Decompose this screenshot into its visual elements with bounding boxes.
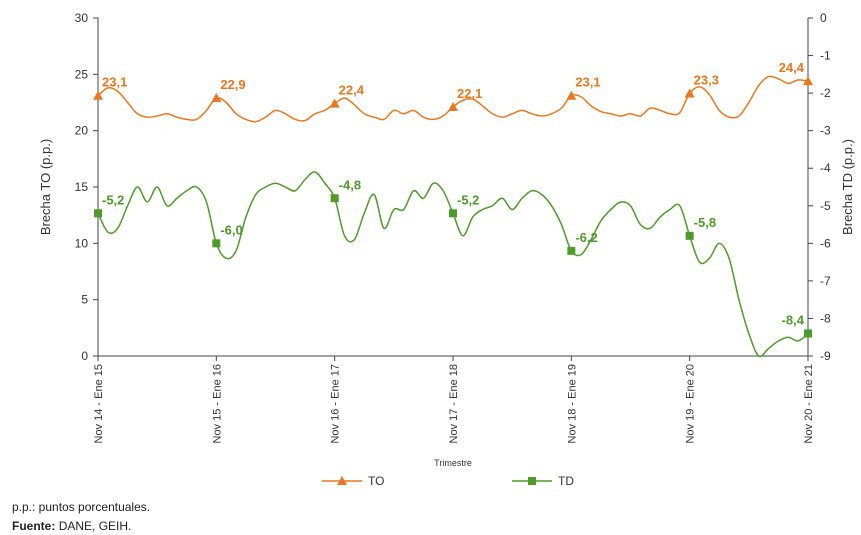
y2-tick-label: -3 (820, 124, 831, 138)
data-label: -5,8 (694, 215, 716, 230)
y2-tick-label: -5 (820, 199, 831, 213)
y-tick-label: 0 (81, 349, 88, 363)
legend-label: TD (558, 474, 574, 488)
y2-tick-label: 0 (820, 11, 827, 25)
y2-tick-label: -2 (820, 86, 831, 100)
x-tick-label: Nov 16 - Ene 17 (330, 364, 342, 444)
marker (337, 476, 347, 485)
y2-tick-label: -9 (820, 349, 831, 363)
data-label: -5,2 (102, 192, 124, 207)
x-tick-label: Nov 19 - Ene 20 (685, 364, 697, 444)
x-axis-label: Trimestre (434, 458, 472, 468)
y-tick-label: 20 (75, 124, 89, 138)
y2-axis-label: Brecha TD (p.p.) (840, 139, 855, 235)
marker (684, 88, 695, 98)
marker (330, 194, 339, 203)
marker (567, 246, 576, 255)
marker (93, 90, 103, 100)
source-label: Fuente: (12, 519, 56, 533)
y2-tick-label: -6 (820, 236, 831, 250)
chart: Brecha TO (p.p.) Brecha TD (p.p.) Trimes… (38, 11, 855, 488)
data-label: 23,3 (694, 72, 719, 87)
data-label: -4,8 (339, 177, 361, 192)
y-tick-label: 30 (75, 11, 89, 25)
marker (329, 98, 340, 108)
data-label: 22,9 (220, 77, 245, 92)
x-tick-label: Nov 17 - Ene 18 (448, 364, 460, 444)
x-tick-label: Nov 20 - Ene 21 (803, 364, 815, 444)
marker (804, 329, 812, 338)
x-tick-label: Nov 15 - Ene 16 (211, 364, 223, 444)
data-label: -5,2 (457, 192, 479, 207)
y-tick-label: 15 (75, 180, 89, 194)
data-label: -6,0 (220, 222, 242, 237)
source: Fuente: DANE, GEIH. (12, 519, 131, 533)
data-label: 23,1 (102, 75, 127, 90)
data-label: 24,4 (779, 60, 805, 75)
marker (212, 239, 221, 248)
marker (685, 231, 694, 240)
legend-label: TO (368, 474, 384, 488)
data-label: 22,4 (339, 83, 365, 98)
marker (528, 477, 536, 485)
y2-tick-label: -1 (820, 49, 831, 63)
data-label: 23,1 (575, 75, 600, 90)
marker (448, 102, 458, 112)
y2-tick-label: -8 (820, 311, 831, 325)
series-line (97, 171, 809, 358)
data-label: -8,4 (782, 312, 805, 327)
marker (803, 76, 813, 86)
x-tick-label: Nov 18 - Ene 19 (566, 364, 578, 444)
y2-tick-label: -7 (820, 274, 831, 288)
marker (94, 209, 102, 218)
y-tick-label: 25 (75, 67, 89, 81)
data-label: 22,1 (457, 86, 482, 101)
data-label: -6,2 (575, 230, 597, 245)
y-axis-label: Brecha TO (p.p.) (38, 139, 53, 235)
marker (211, 92, 222, 102)
source-text: DANE, GEIH. (58, 519, 132, 533)
marker (566, 90, 577, 100)
y-tick-label: 5 (81, 293, 88, 307)
marker (449, 209, 457, 218)
x-tick-label: Nov 14 - Ene 15 (93, 364, 105, 444)
note: p.p.: puntos porcentuales. (12, 500, 151, 514)
y-tick-label: 10 (75, 236, 89, 250)
y2-tick-label: -4 (820, 161, 831, 175)
